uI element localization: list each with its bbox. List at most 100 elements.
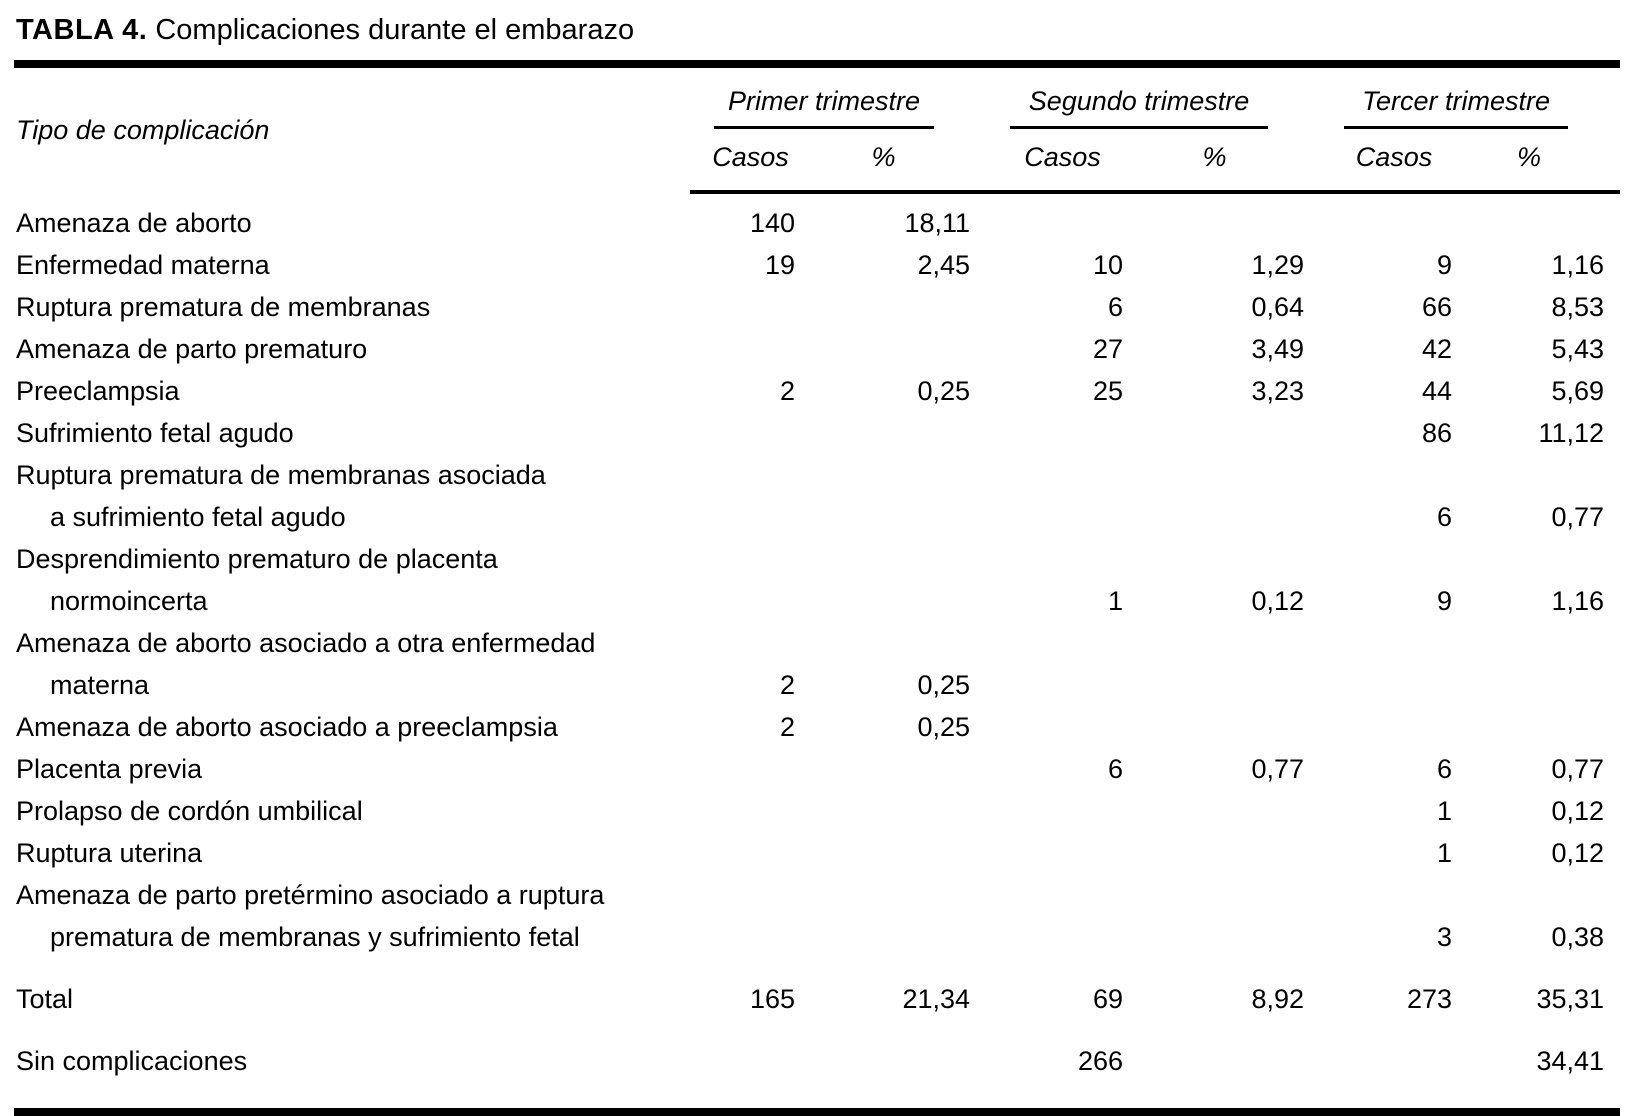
cell-tercer-pct: 8,53 xyxy=(1551,292,1605,322)
cell-tercer-casos: 42 xyxy=(1421,334,1453,364)
cell-segundo-casos: 6 xyxy=(1107,754,1124,784)
complications-table: Tipo de complicación Primer trimestre Se… xyxy=(14,68,1621,1082)
table-row: Amenaza de parto prematuro 27 3,49 42 5,… xyxy=(14,328,1620,370)
cell-tercer-casos: 44 xyxy=(1421,376,1453,406)
cell-tercer-pct: 0,12 xyxy=(1551,796,1605,826)
cell-tercer-casos: 9 xyxy=(1436,250,1453,280)
cell-tercer-pct xyxy=(1468,706,1620,748)
table-row: Amenaza de aborto asociado a otra enferm… xyxy=(14,622,1620,706)
cell-primer-casos xyxy=(690,832,811,874)
cell-segundo-casos xyxy=(986,706,1139,748)
sin-complicaciones-label: Sin complicaciones xyxy=(16,1046,248,1076)
cell-tercer-casos: 66 xyxy=(1421,292,1453,322)
cell-primer-pct xyxy=(811,832,986,874)
cell-primer-pct xyxy=(811,328,986,370)
row-label: Amenaza de aborto asociado a preeclampsi… xyxy=(16,712,558,742)
sin-primer-pct xyxy=(811,1020,986,1082)
table-row: Amenaza de parto pretérmino asociado a r… xyxy=(14,874,1620,958)
cell-segundo-pct: 3,23 xyxy=(1251,376,1305,406)
cell-primer-pct: 0,25 xyxy=(917,376,971,406)
cell-segundo-pct xyxy=(1139,412,1320,454)
cell-segundo-casos xyxy=(986,192,1139,244)
cell-primer-casos xyxy=(690,328,811,370)
cell-primer-pct xyxy=(811,454,986,538)
cell-tercer-pct: 0,12 xyxy=(1551,838,1605,868)
cell-tercer-pct: 0,77 xyxy=(1551,502,1605,532)
cell-segundo-casos: 27 xyxy=(1092,334,1124,364)
cell-primer-casos: 140 xyxy=(749,208,795,238)
cell-primer-pct: 0,25 xyxy=(917,670,971,700)
cell-primer-pct xyxy=(811,790,986,832)
row-label: Ruptura uterina xyxy=(16,838,203,868)
pct-header-tercer: % xyxy=(1468,129,1621,194)
cell-tercer-casos xyxy=(1320,706,1468,748)
row-label: Placenta previa xyxy=(16,754,203,784)
cell-segundo-casos xyxy=(986,622,1139,706)
sin-segundo-pct xyxy=(1139,1020,1320,1082)
cell-segundo-casos: 10 xyxy=(1092,250,1124,280)
cell-primer-casos xyxy=(690,748,811,790)
cell-primer-pct xyxy=(811,538,986,622)
table-caption: Complicaciones durante el embarazo xyxy=(155,14,635,46)
table-row: Placenta previa 6 0,77 6 0,77 xyxy=(14,748,1620,790)
cell-segundo-pct xyxy=(1139,706,1320,748)
cell-primer-casos xyxy=(690,412,811,454)
cell-segundo-casos xyxy=(986,454,1139,538)
table-row: Sufrimiento fetal agudo 86 11,12 xyxy=(14,412,1620,454)
total-segundo-pct: 8,92 xyxy=(1251,984,1305,1014)
cell-primer-casos xyxy=(690,874,811,958)
cell-tercer-casos: 1 xyxy=(1436,796,1453,826)
cell-primer-casos: 2 xyxy=(779,712,795,742)
sin-tercer-casos xyxy=(1320,1020,1468,1082)
table-body: Amenaza de aborto 140 18,11 Enfermedad m… xyxy=(14,192,1620,1082)
total-segundo-casos: 69 xyxy=(1092,984,1124,1014)
cell-primer-casos: 19 xyxy=(764,250,795,280)
sin-segundo-casos: 266 xyxy=(1077,1046,1124,1076)
row-label: Amenaza de parto pretérmino asociado a r… xyxy=(16,880,605,910)
table-row: Ruptura uterina 1 0,12 xyxy=(14,832,1620,874)
cell-tercer-pct: 1,16 xyxy=(1551,586,1605,616)
cell-primer-casos xyxy=(690,790,811,832)
cell-primer-pct xyxy=(811,286,986,328)
cell-tercer-pct: 5,69 xyxy=(1551,376,1605,406)
cell-primer-pct: 2,45 xyxy=(917,250,971,280)
cell-tercer-casos: 9 xyxy=(1436,586,1453,616)
cell-segundo-pct xyxy=(1139,454,1320,538)
cell-tercer-casos: 3 xyxy=(1436,922,1453,952)
total-label: Total xyxy=(16,984,74,1014)
cell-segundo-pct xyxy=(1139,622,1320,706)
table-number-label: TABLA 4. xyxy=(16,14,148,46)
type-col-header: Tipo de complicación xyxy=(16,114,270,145)
row-label-line2: a sufrimiento fetal agudo xyxy=(50,502,346,532)
row-label: Desprendimiento prematuro de placenta xyxy=(16,544,498,574)
row-label: Amenaza de aborto xyxy=(16,208,252,238)
group-header-segundo-trimestre: Segundo trimestre xyxy=(986,68,1320,129)
cell-segundo-casos xyxy=(986,412,1139,454)
casos-header-segundo: Casos xyxy=(986,129,1140,194)
sin-primer-casos xyxy=(690,1020,811,1082)
cell-segundo-pct: 0,77 xyxy=(1251,754,1305,784)
cell-tercer-pct xyxy=(1468,192,1620,244)
table-row: Desprendimiento prematuro de placenta nor… xyxy=(14,538,1620,622)
cell-tercer-casos: 6 xyxy=(1436,754,1453,784)
cell-segundo-casos: 6 xyxy=(1107,292,1124,322)
cell-segundo-casos xyxy=(986,832,1139,874)
cell-primer-casos xyxy=(690,286,811,328)
total-tercer-pct: 35,31 xyxy=(1536,984,1605,1014)
row-label: Amenaza de aborto asociado a otra enferm… xyxy=(16,628,596,658)
cell-tercer-pct: 1,16 xyxy=(1551,250,1605,280)
table-row: Ruptura prematura de membranas 6 0,64 66… xyxy=(14,286,1620,328)
row-label: Sufrimiento fetal agudo xyxy=(16,418,294,448)
bottom-rule xyxy=(14,1108,1620,1116)
cell-segundo-casos xyxy=(986,874,1139,958)
cell-tercer-pct: 11,12 xyxy=(1538,418,1605,448)
total-row: Total 165 21,34 69 8,92 273 35,31 xyxy=(14,958,1620,1020)
cell-primer-pct xyxy=(811,748,986,790)
cell-primer-casos: 2 xyxy=(779,670,795,700)
cell-primer-casos xyxy=(690,538,811,622)
table-row: Ruptura prematura de membranas asociada a… xyxy=(14,454,1620,538)
cell-segundo-pct xyxy=(1139,790,1320,832)
cell-primer-casos: 2 xyxy=(779,376,795,406)
cell-segundo-pct: 1,29 xyxy=(1251,250,1305,280)
cell-segundo-casos: 1 xyxy=(1107,586,1124,616)
